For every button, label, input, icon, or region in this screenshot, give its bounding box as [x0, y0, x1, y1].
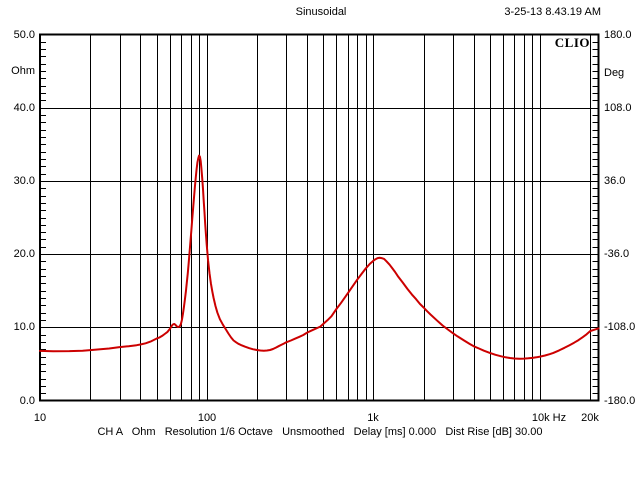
- impedance-curve: [39, 154, 600, 360]
- clio-logo: CLIO: [554, 35, 590, 50]
- status-bar: CH A Ohm Resolution 1/6 Octave Unsmoothe…: [97, 426, 543, 438]
- chart-title: Sinusoidal: [295, 6, 347, 18]
- y-axis-left-tick-label: 40.0: [13, 102, 35, 114]
- y-axis-right-tick-label: -108.0: [604, 321, 636, 333]
- y-axis-right-tick-label: 108.0: [604, 102, 632, 114]
- y-axis-right-tick-label: -36.0: [604, 248, 630, 260]
- y-axis-right-tick-label: 180.0: [604, 29, 632, 41]
- y-axis-left-tick-label: 10.0: [13, 321, 35, 333]
- y-axis-left-tick-label: 20.0: [13, 248, 35, 260]
- y-axis-left-tick-label: 30.0: [13, 175, 35, 187]
- y-axis-right-unit-label: Deg: [604, 67, 625, 79]
- plot-frame: [39, 33, 600, 402]
- x-axis-tick-label: 10k Hz: [531, 412, 567, 424]
- y-axis-left-unit-label: Ohm: [11, 65, 35, 77]
- y-axis-left-tick-label: 50.0: [13, 29, 35, 41]
- x-axis-tick-label: 10: [33, 412, 47, 424]
- x-axis-tick-label: 20k: [581, 412, 599, 424]
- y-axis-right-tick-label: 36.0: [604, 175, 626, 187]
- x-axis-tick-label: 1k: [367, 412, 379, 424]
- x-axis-tick-label: 100: [197, 412, 217, 424]
- measurement-timestamp: 3-25-13 8.43.19 AM: [504, 6, 601, 18]
- y-axis-left-tick-label: 0.0: [19, 395, 35, 407]
- y-axis-right-tick-label: -180.0: [604, 395, 636, 407]
